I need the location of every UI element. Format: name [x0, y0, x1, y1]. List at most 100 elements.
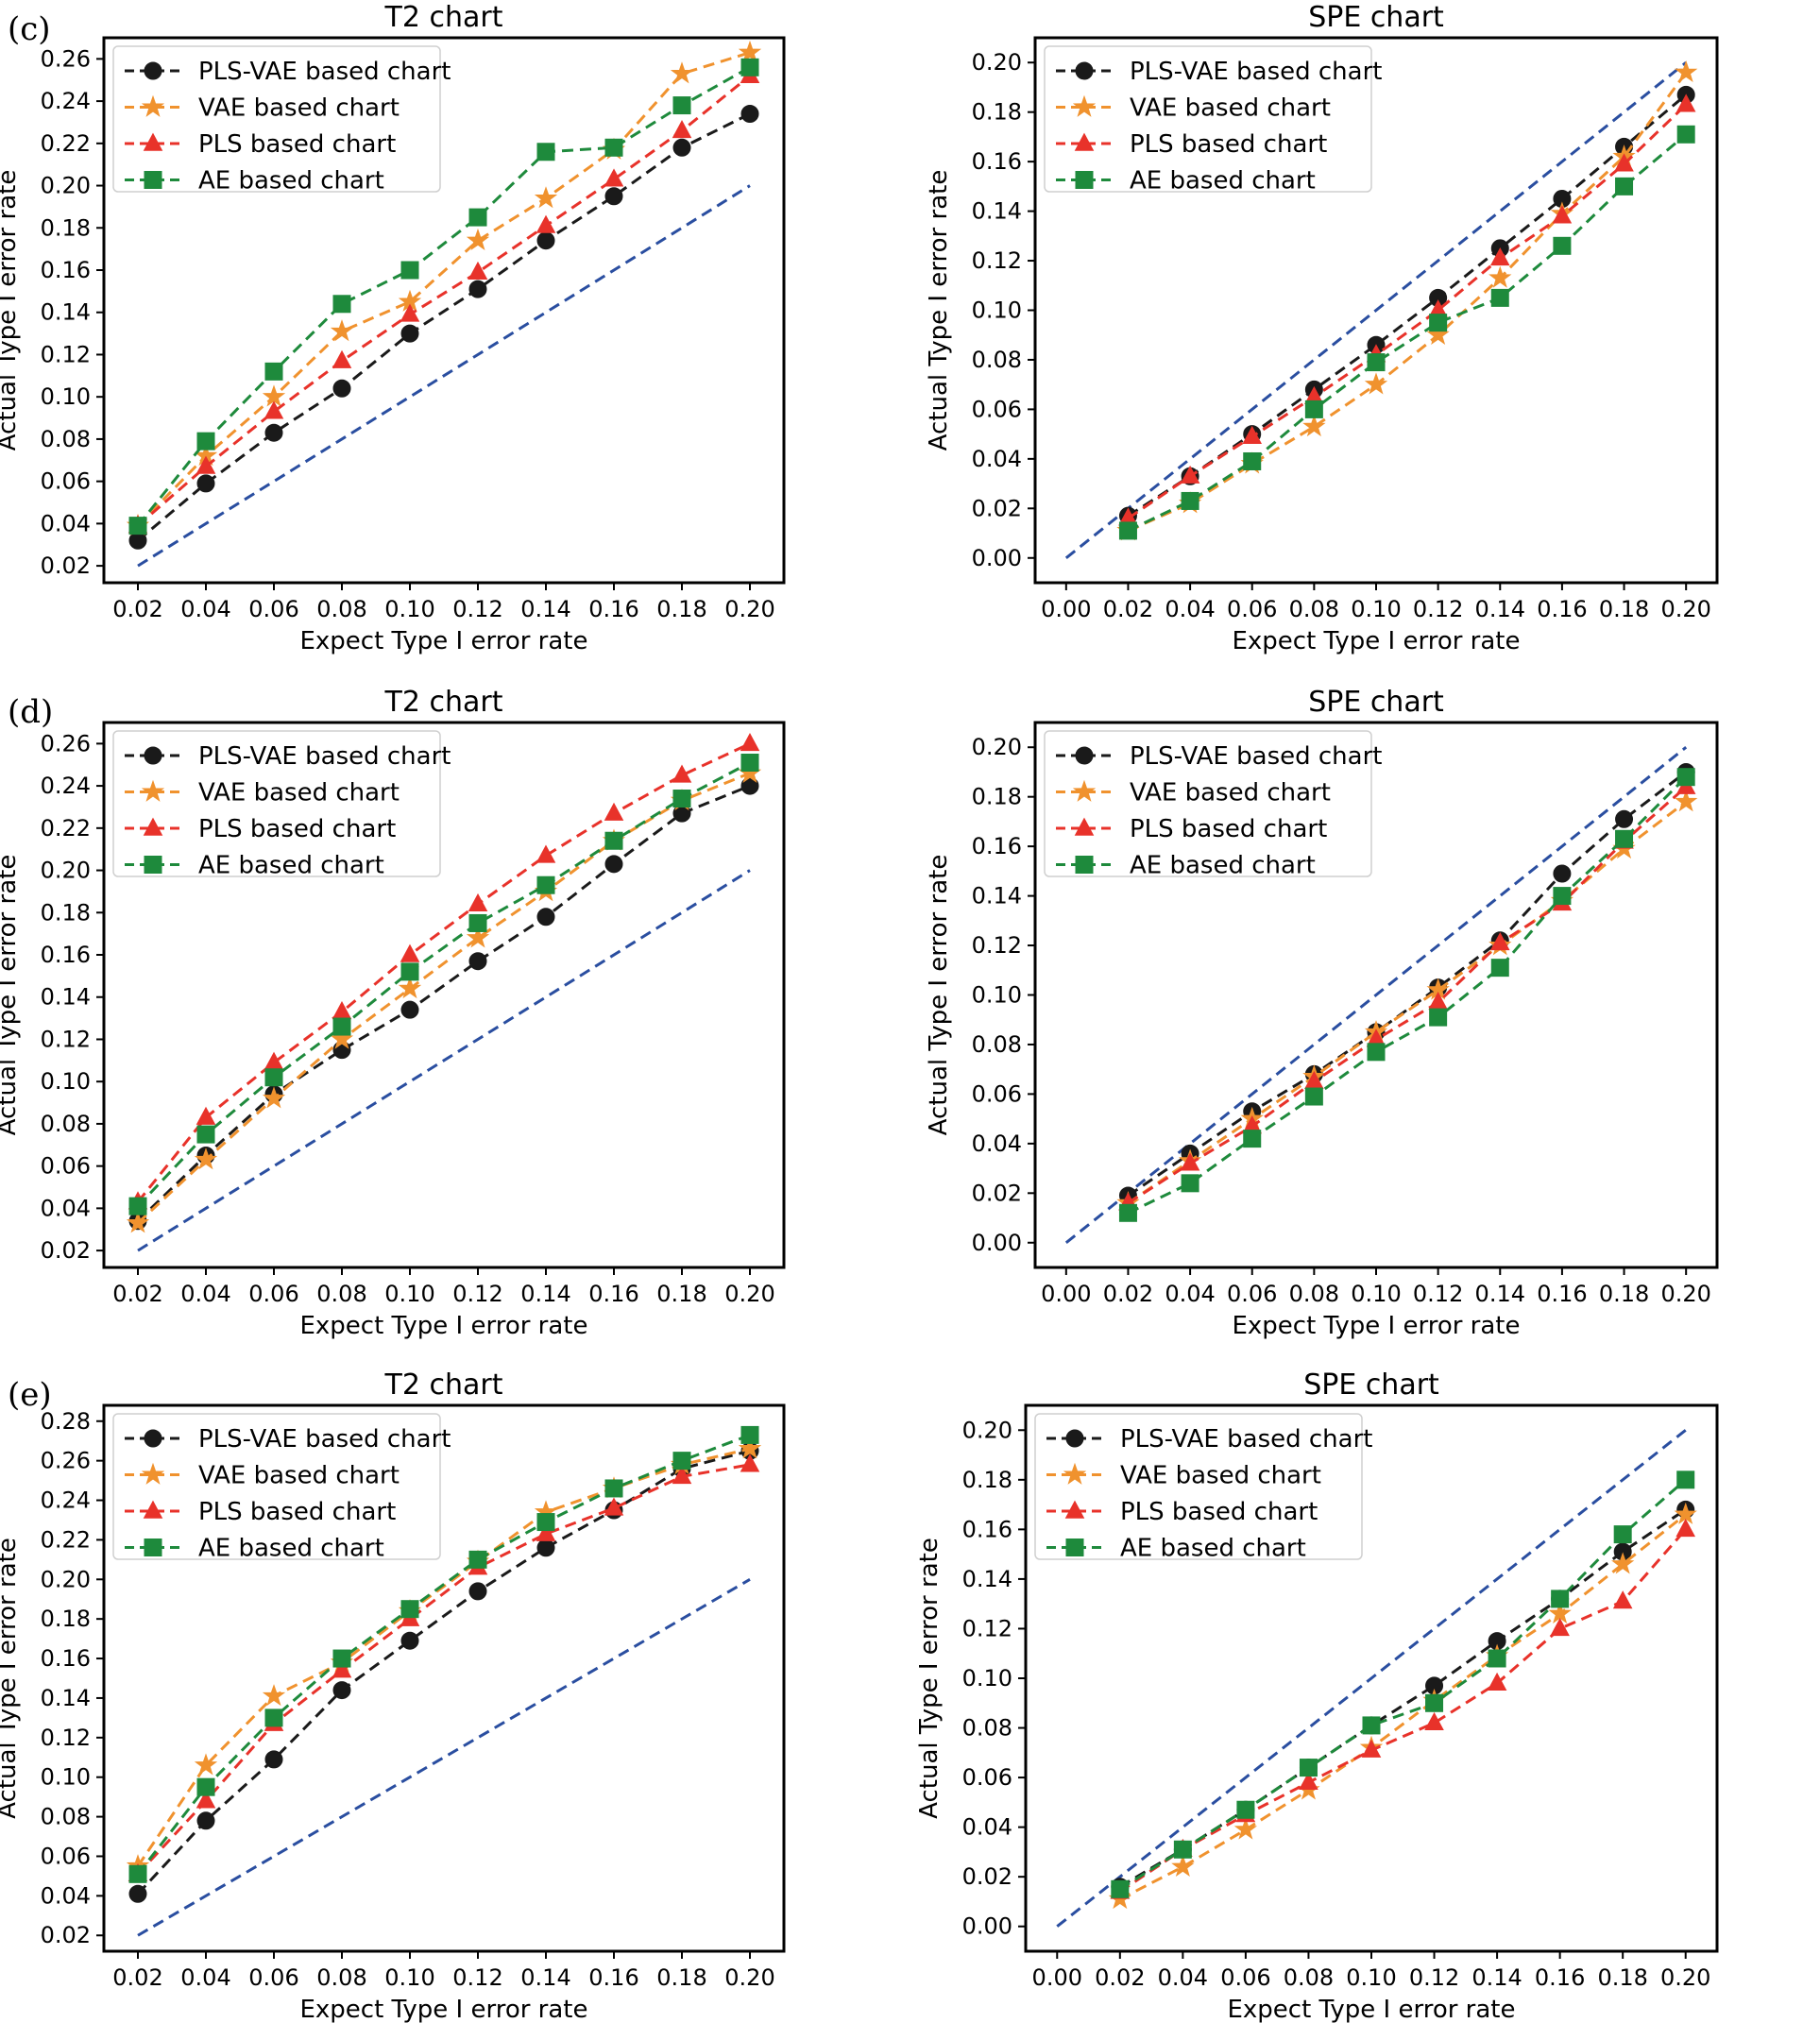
data-point — [536, 908, 555, 926]
y-axis-label: Actual Type I error rate — [0, 170, 22, 451]
data-point — [604, 831, 623, 850]
series-line — [136, 1447, 751, 1867]
data-point — [1490, 288, 1509, 307]
legend-box — [1044, 730, 1372, 877]
y-tick-label: 0.04 — [41, 1882, 91, 1909]
x-tick-label: 0.10 — [384, 596, 434, 622]
legend: PLS-VAE based chart VAE based chart PLS ba… — [112, 45, 451, 196]
legend-marker — [1075, 856, 1094, 874]
data-point — [400, 324, 419, 343]
legend-marker — [1074, 132, 1095, 151]
y-tick-label: 0.14 — [41, 1685, 91, 1711]
y-axis-label: Actual Type I error rate — [915, 1538, 944, 1819]
series-square — [1111, 1470, 1695, 1898]
x-tick-label: 0.18 — [656, 1281, 706, 1307]
legend-marker — [1064, 1500, 1085, 1519]
y-tick-label: 0.12 — [41, 1026, 91, 1052]
x-tick-label: 0.14 — [520, 1281, 570, 1307]
data-point — [738, 40, 762, 62]
y-tick-label: 0.24 — [41, 773, 91, 799]
y-tick-label: 0.12 — [972, 932, 1022, 959]
series-square — [128, 1425, 759, 1883]
x-tick-label: 0.20 — [1660, 1281, 1710, 1307]
data-point — [1612, 1590, 1633, 1609]
plot-frame — [1033, 36, 1719, 585]
data-point — [1361, 1739, 1382, 1758]
x-tick-label: 0.04 — [1165, 596, 1215, 622]
y-tick-label: 0.20 — [41, 173, 91, 199]
y-tick-label: 0.08 — [972, 347, 1022, 373]
data-point — [604, 802, 624, 821]
data-point — [332, 1659, 352, 1678]
legend-label: AE based chart — [1130, 852, 1316, 880]
data-point — [604, 138, 623, 157]
legend-marker — [1074, 817, 1095, 836]
reference-diagonal-line — [137, 184, 751, 568]
y-tick-label: 0.10 — [41, 383, 91, 410]
legend-marker — [144, 746, 162, 765]
data-point — [1362, 1716, 1381, 1735]
data-point — [1488, 265, 1512, 288]
series-line — [136, 1434, 751, 1876]
data-point — [672, 119, 692, 139]
data-point — [1180, 1152, 1200, 1171]
legend-marker — [144, 1429, 162, 1448]
x-tick-label: 0.10 — [1346, 1964, 1396, 1991]
data-point — [332, 295, 351, 314]
series-line — [1127, 103, 1688, 520]
y-tick-label: 0.08 — [41, 1111, 91, 1137]
plot-frame — [1024, 1403, 1719, 1953]
chart-title: SPE chart — [1308, 1, 1444, 34]
series-line — [1118, 1528, 1687, 1894]
y-tick-label: 0.14 — [972, 883, 1022, 910]
data-point — [400, 1000, 419, 1019]
data-point — [264, 362, 283, 381]
chart-title: T2 chart — [384, 686, 503, 719]
y-tick-label: 0.18 — [41, 214, 91, 241]
data-point — [1490, 959, 1509, 978]
data-point — [1171, 1854, 1195, 1878]
data-point — [1615, 829, 1634, 848]
data-point — [398, 977, 422, 999]
y-tick-label: 0.16 — [41, 942, 91, 968]
data-point — [126, 1211, 150, 1233]
y-tick-label: 0.14 — [41, 299, 91, 326]
data-point — [468, 280, 487, 298]
legend-marker — [1072, 779, 1097, 802]
y-tick-label: 0.12 — [962, 1615, 1012, 1641]
x-tick-label: 0.06 — [1220, 1964, 1270, 1991]
data-point — [1299, 1759, 1318, 1777]
y-tick-label: 0.16 — [41, 1645, 91, 1672]
data-point — [1551, 1590, 1570, 1608]
chart-c-spe: SPE chart 0.00 0.02 0.04 0.06 0.08 0.10 0.12 0.1… — [925, 1, 1719, 655]
legend-label: AE based chart — [1130, 167, 1316, 196]
legend: PLS-VAE based chart VAE based chart PLS ba… — [1044, 730, 1382, 880]
y-tick-label: 0.18 — [41, 899, 91, 926]
data-point — [400, 1631, 419, 1650]
data-point — [400, 944, 420, 962]
data-point — [400, 303, 420, 322]
data-point — [128, 1884, 147, 1903]
data-point — [468, 892, 488, 912]
data-point — [1675, 1518, 1696, 1538]
x-tick-label: 0.14 — [520, 596, 570, 622]
series-line — [1127, 133, 1688, 533]
y-tick-label: 0.16 — [972, 148, 1022, 175]
x-tick-label: 0.04 — [1158, 1964, 1208, 1991]
x-tick-label: 0.06 — [1227, 596, 1277, 622]
data-point — [740, 105, 759, 124]
data-point — [738, 1436, 762, 1459]
data-point — [1364, 372, 1388, 395]
legend-label: PLS based chart — [198, 130, 396, 159]
data-point — [740, 1454, 760, 1472]
data-point — [468, 913, 487, 932]
legend-label: AE based chart — [1120, 1535, 1306, 1563]
data-point — [536, 143, 555, 162]
legend-marker — [144, 856, 162, 874]
data-point — [536, 876, 555, 894]
panel-label-d: (d) — [8, 693, 53, 731]
data-point — [1489, 932, 1510, 951]
y-tick-label: 0.04 — [41, 1195, 91, 1221]
x-tick-label: 0.00 — [1041, 596, 1091, 622]
data-point — [128, 517, 147, 536]
